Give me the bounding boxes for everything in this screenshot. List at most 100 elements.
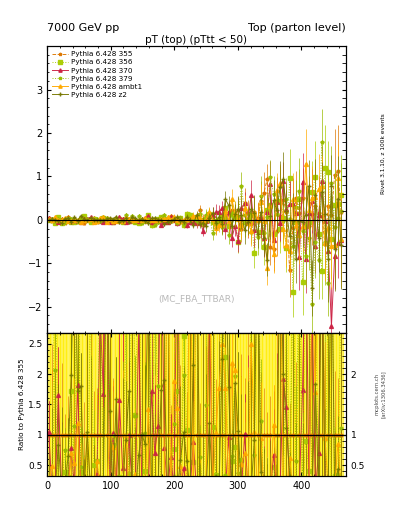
Pythia 6.428 z2 — [274, 207, 279, 214]
Pythia 6.428 356 — [281, 215, 286, 221]
Line: Pythia 6.428 355: Pythia 6.428 355 — [47, 169, 343, 272]
Bar — [288, 333, 291, 476]
Bar — [130, 333, 134, 476]
Pythia 6.428 356 — [323, 165, 327, 171]
Pythia 6.428 356 — [278, 226, 283, 232]
Bar — [102, 333, 105, 476]
Bar — [272, 333, 275, 476]
Bar — [269, 333, 272, 476]
Pythia 6.428 z2 — [220, 221, 224, 227]
Bar — [50, 333, 53, 476]
Line: Pythia 6.428 370: Pythia 6.428 370 — [47, 179, 343, 328]
Bar — [105, 333, 108, 476]
Bar — [294, 333, 298, 476]
Bar — [182, 333, 185, 476]
Pythia 6.428 379 — [290, 243, 295, 249]
Bar — [169, 333, 173, 476]
Line: Pythia 6.428 356: Pythia 6.428 356 — [47, 166, 343, 294]
Legend: Pythia 6.428 355, Pythia 6.428 356, Pythia 6.428 370, Pythia 6.428 379, Pythia 6: Pythia 6.428 355, Pythia 6.428 356, Pyth… — [51, 50, 143, 99]
Bar — [230, 333, 233, 476]
Bar — [70, 333, 73, 476]
Bar — [95, 333, 99, 476]
Bar — [127, 333, 131, 476]
Bar — [160, 333, 163, 476]
Pythia 6.428 ambt1 — [220, 221, 224, 227]
Bar — [140, 333, 143, 476]
Bar — [327, 333, 330, 476]
Pythia 6.428 370 — [46, 215, 51, 221]
Pythia 6.428 z2 — [284, 208, 289, 215]
Pythia 6.428 355 — [336, 168, 340, 174]
Bar — [189, 333, 192, 476]
Pythia 6.428 379 — [310, 301, 314, 307]
Bar — [307, 333, 310, 476]
Bar — [57, 333, 60, 476]
Bar — [333, 333, 336, 476]
Text: mcplots.cern.ch: mcplots.cern.ch — [375, 373, 380, 415]
Bar — [336, 333, 340, 476]
Pythia 6.428 ambt1 — [284, 242, 289, 248]
Pythia 6.428 370 — [290, 201, 295, 207]
Bar — [66, 333, 70, 476]
Bar — [108, 333, 111, 476]
Text: [arXiv:1306.3436]: [arXiv:1306.3436] — [381, 370, 386, 418]
Bar — [89, 333, 92, 476]
Pythia 6.428 ambt1 — [278, 180, 283, 186]
Bar — [220, 333, 224, 476]
Bar — [111, 333, 115, 476]
Pythia 6.428 370 — [320, 178, 324, 184]
Bar — [208, 333, 211, 476]
Bar — [224, 333, 227, 476]
Bar — [134, 333, 137, 476]
Bar — [278, 333, 282, 476]
Bar — [143, 333, 147, 476]
Bar — [314, 333, 317, 476]
Pythia 6.428 355 — [274, 227, 279, 233]
Pythia 6.428 356 — [262, 244, 266, 250]
Bar — [301, 333, 304, 476]
Bar — [150, 333, 153, 476]
Bar — [185, 333, 189, 476]
Bar — [259, 333, 263, 476]
Pythia 6.428 379 — [320, 139, 324, 145]
Pythia 6.428 370 — [281, 178, 286, 184]
Pythia 6.428 ambt1 — [339, 236, 343, 242]
Pythia 6.428 z2 — [262, 235, 266, 241]
Bar — [124, 333, 127, 476]
Pythia 6.428 379 — [220, 224, 224, 230]
Pythia 6.428 356 — [274, 198, 279, 204]
Pythia 6.428 355 — [339, 209, 343, 215]
Pythia 6.428 370 — [278, 220, 283, 226]
Pythia 6.428 z2 — [46, 217, 51, 223]
Pythia 6.428 370 — [329, 323, 334, 329]
Text: Rivet 3.1.10, z 100k events: Rivet 3.1.10, z 100k events — [381, 113, 386, 194]
Pythia 6.428 370 — [262, 235, 266, 241]
Bar — [250, 333, 253, 476]
Bar — [163, 333, 166, 476]
Bar — [253, 333, 256, 476]
Pythia 6.428 355 — [281, 197, 286, 203]
Pythia 6.428 z2 — [339, 242, 343, 248]
Pythia 6.428 355 — [220, 219, 224, 225]
Bar — [240, 333, 243, 476]
Text: Top (parton level): Top (parton level) — [248, 23, 346, 33]
Bar — [115, 333, 118, 476]
Pythia 6.428 z2 — [294, 256, 298, 262]
Bar — [310, 333, 314, 476]
Bar — [147, 333, 150, 476]
Bar — [92, 333, 95, 476]
Pythia 6.428 379 — [274, 211, 279, 217]
Bar — [282, 333, 285, 476]
Bar — [323, 333, 327, 476]
Pythia 6.428 z2 — [278, 184, 283, 190]
Bar — [153, 333, 156, 476]
Title: pT (top) (pTtt < 50): pT (top) (pTtt < 50) — [145, 35, 248, 45]
Pythia 6.428 356 — [339, 192, 343, 198]
Pythia 6.428 370 — [339, 237, 343, 243]
Bar — [173, 333, 176, 476]
Line: Pythia 6.428 ambt1: Pythia 6.428 ambt1 — [47, 162, 343, 270]
Text: (MC_FBA_TTBAR): (MC_FBA_TTBAR) — [158, 294, 235, 303]
Bar — [86, 333, 89, 476]
Bar — [330, 333, 333, 476]
Bar — [179, 333, 182, 476]
